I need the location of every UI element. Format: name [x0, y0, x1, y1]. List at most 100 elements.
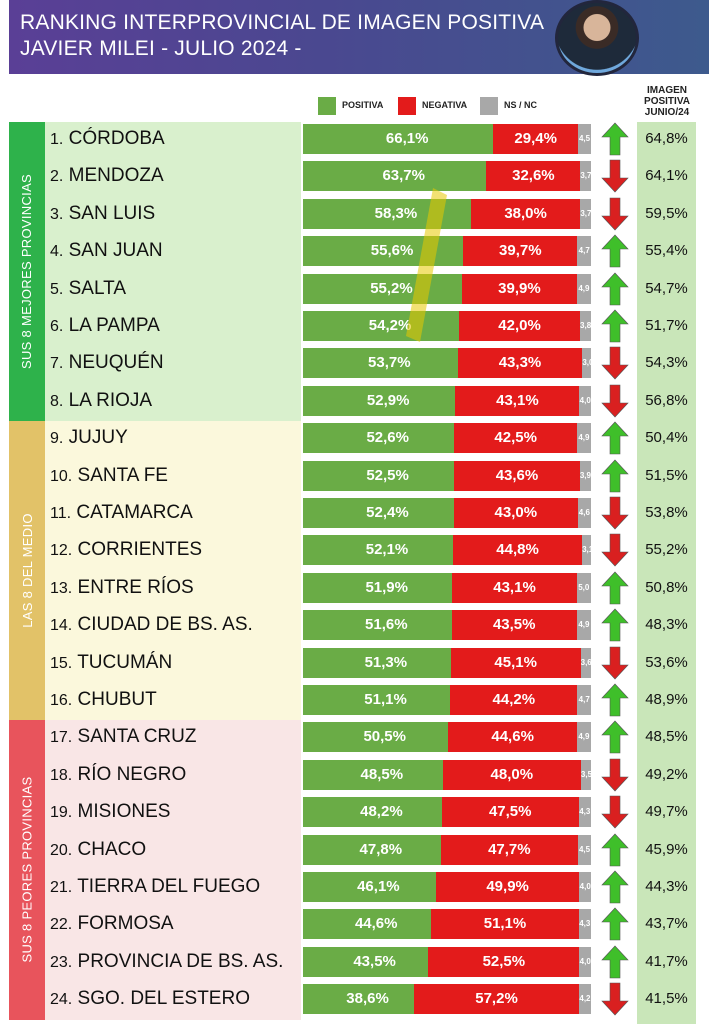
label-negativa: 42,0% [498, 317, 541, 334]
bar-negativa [454, 423, 577, 454]
province-name: FORMOSA [77, 913, 174, 935]
arrow-shape [601, 907, 629, 941]
label-nsnc: 3,7 [580, 208, 591, 218]
june-value: 55,4% [645, 242, 688, 260]
bar-nsnc [576, 423, 591, 454]
bar-nsnc [580, 161, 591, 192]
province-label: 6. LA PAMPA [50, 315, 160, 337]
province-label: 23. PROVINCIA DE BS. AS. [50, 951, 283, 973]
label-nsnc: 4,9 [578, 732, 590, 742]
legend-swatch-positiva [318, 97, 336, 115]
rank-number: 20. [50, 841, 73, 859]
label-nsnc: 4,9 [578, 620, 590, 630]
june-value: 56,8% [645, 391, 688, 409]
bar-negativa [486, 161, 581, 192]
june-value: 41,5% [645, 990, 688, 1008]
bar-nsnc [576, 572, 591, 603]
rank-number: 4. [50, 243, 64, 261]
bar-negativa [452, 572, 577, 603]
label-positiva: 52,6% [366, 429, 409, 447]
label-nsnc: 4,0 [579, 882, 591, 891]
label-negativa: 44,6% [491, 728, 534, 746]
bar-nsnc [578, 834, 591, 865]
label-negativa: 48,0% [490, 765, 534, 783]
label-nsnc: 4,7 [578, 695, 590, 704]
arrow-up-icon [601, 683, 629, 717]
label-nsnc: 4,5 [578, 844, 591, 854]
province-name: CHACO [77, 838, 147, 860]
june-value: 64,1% [645, 167, 688, 185]
label-nsnc: 4,0 [579, 395, 591, 405]
group-label-container: SUS 8 MEJORES PROVINCIAS [9, 122, 45, 421]
arrow-shape [601, 421, 629, 455]
label-positiva: 44,6% [354, 915, 398, 933]
june-value: 49,2% [645, 765, 688, 783]
bar-nsnc [577, 498, 591, 528]
legend-swatch-negativa [398, 97, 416, 115]
group-background-1 [45, 122, 301, 422]
legend-swatch-nsnc [480, 97, 498, 115]
arrow-shape [601, 160, 629, 193]
june-value: 53,8% [645, 504, 688, 521]
arrow-up-icon [601, 459, 629, 492]
arrow-down-icon [601, 795, 629, 829]
label-negativa: 39,9% [498, 279, 541, 297]
arrow-down-icon [601, 534, 629, 567]
province-name: PROVINCIA DE BS. AS. [77, 950, 284, 972]
province-name: MENDOZA [68, 165, 164, 187]
rank-number: 11. [50, 505, 72, 522]
province-name: SANTA FE [77, 464, 168, 486]
arrow-shape [601, 384, 629, 418]
arrow-shape [601, 309, 629, 343]
arrow-up-icon [601, 833, 629, 866]
arrow-up-icon [601, 272, 629, 305]
label-nsnc: 4,9 [578, 433, 590, 443]
rank-number: 6. [50, 318, 64, 335]
province-label: 9. JUJUY [50, 427, 128, 449]
bar-negativa [450, 647, 581, 678]
bar-positiva [303, 610, 452, 641]
province-name: CIUDAD DE BS. AS. [77, 614, 253, 636]
province-label: 20. CHACO [50, 839, 146, 861]
arrow-shape [601, 234, 629, 268]
arrow-up-icon [601, 234, 629, 268]
label-positiva: 66,1% [385, 130, 429, 147]
arrow-down-icon [601, 758, 629, 792]
province-label: 12. CORRIENTES [50, 539, 202, 561]
label-negativa: 44,2% [492, 691, 536, 708]
province-name: LA PAMPA [68, 315, 160, 336]
june-value: 49,7% [645, 803, 688, 821]
bar-negativa [448, 722, 577, 753]
legend-label-nsnc: NS / NC [504, 100, 538, 110]
bar-nsnc [579, 460, 591, 491]
group-background-3 [45, 720, 301, 1020]
label-positiva: 50,5% [363, 728, 406, 746]
arrow-down-icon [601, 496, 629, 530]
province-label: 7. NEUQUÉN [50, 352, 164, 374]
label-negativa: 49,9% [486, 878, 529, 895]
legend-label-positiva: POSITIVA [342, 100, 384, 110]
label-positiva: 55,2% [370, 279, 413, 297]
province-name: MISIONES [77, 801, 171, 823]
bar-positiva [303, 423, 455, 454]
province-name: TUCUMÁN [77, 651, 173, 673]
province-label: 22. FORMOSA [50, 913, 174, 935]
arrow-shape [601, 534, 629, 567]
province-label: 18. RÍO NEGRO [50, 764, 186, 786]
bar-positiva [303, 348, 458, 379]
arrow-up-icon [601, 122, 629, 156]
label-nsnc: 3,8 [580, 321, 591, 330]
rank-number: 23. [50, 953, 73, 971]
rank-number: 1. [50, 131, 64, 148]
title-line-1: RANKING INTERPROVINCIAL DE IMAGEN POSITI… [20, 11, 545, 34]
label-negativa: 43,1% [493, 578, 536, 596]
province-label: 13. ENTRE RÍOS [50, 577, 194, 599]
june-header-line-1: IMAGEN [647, 85, 687, 96]
bar-negativa [440, 834, 579, 865]
arrow-shape [601, 683, 629, 717]
arrow-down-icon [601, 160, 629, 193]
label-nsnc: 4,5 [578, 134, 591, 143]
june-value: 43,7% [645, 915, 688, 933]
portrait-avatar [555, 0, 639, 76]
arrow-shape [601, 720, 629, 754]
